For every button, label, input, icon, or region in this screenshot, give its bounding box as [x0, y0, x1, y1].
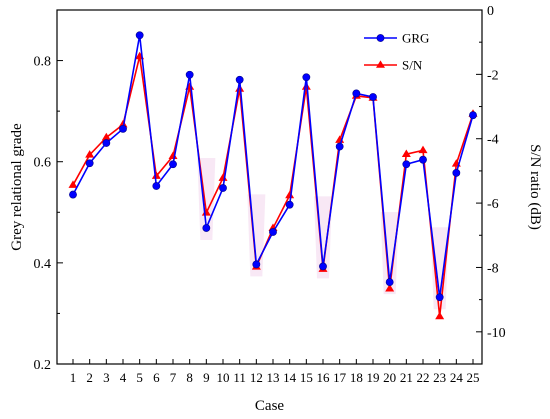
series-line-S/N [72, 56, 474, 317]
sn-point [68, 180, 78, 188]
x-tick-label: 19 [367, 370, 380, 385]
grg-point [352, 89, 361, 98]
legend-label: GRG [402, 31, 429, 46]
x-tick-label: 3 [103, 370, 110, 385]
y-left-tick-label: 0.4 [34, 257, 52, 272]
x-tick-label: 9 [203, 370, 210, 385]
grg-point [335, 142, 344, 151]
x-tick-label: 2 [86, 370, 93, 385]
grg-point [319, 262, 327, 271]
x-axis-label: Case [255, 398, 285, 414]
grg-point [385, 278, 394, 286]
sn-point [435, 311, 445, 320]
grg-point [252, 260, 261, 269]
sn-point [401, 149, 411, 158]
y-axis-left-label: Grey relational grade [9, 123, 25, 251]
grg-point [435, 293, 444, 302]
sn-point [151, 171, 161, 179]
grg-point [152, 182, 161, 190]
x-tick-label: 13 [267, 370, 280, 385]
x-tick-label: 16 [317, 370, 331, 385]
plot-frame [56, 9, 483, 365]
grg-point [102, 139, 111, 147]
x-tick-label: 12 [250, 370, 263, 385]
x-tick-label: 20 [383, 370, 396, 385]
x-tick-label: 15 [300, 370, 313, 385]
y-left-tick-label: 0.6 [34, 156, 52, 171]
y-left-tick-label: 0.2 [34, 358, 52, 373]
x-tick-label: 5 [136, 370, 143, 385]
legend: GRG S/N [364, 31, 429, 73]
x-tick-label: 22 [417, 370, 430, 385]
x-tick-label: 23 [433, 370, 446, 385]
sn-point [385, 284, 395, 292]
x-tick-label: 25 [467, 370, 480, 385]
grg-point [285, 200, 294, 209]
y-right-tick-label: -2 [487, 68, 499, 83]
sn-point [168, 151, 178, 159]
y-right-tick-label: -10 [487, 326, 506, 341]
series-line-GRG [72, 35, 474, 298]
x-tick-label: 8 [186, 370, 193, 385]
grg-point [69, 190, 77, 199]
minimum-highlight [430, 227, 449, 310]
series-layer [68, 31, 478, 320]
grg-point [235, 75, 244, 84]
x-tick-label: 4 [120, 370, 127, 385]
x-tick-label: 21 [400, 370, 413, 385]
x-tick-label: 17 [333, 370, 347, 385]
x-tick-label: 18 [350, 370, 363, 385]
sn-point [118, 119, 128, 128]
highlight-layer [197, 157, 449, 310]
grg-point [269, 228, 277, 236]
sn-point [285, 190, 295, 199]
grg-point [452, 168, 461, 177]
y-right-tick-label: -4 [487, 133, 499, 148]
y-right-tick-label: -6 [487, 197, 499, 212]
grg-point [302, 73, 311, 82]
x-tick-label: 10 [217, 370, 230, 385]
grg-point [85, 159, 94, 168]
grg-point [469, 111, 477, 120]
axes-layer: 1 2 3 4 5 6 7 8 9 10 11 12 13 14 15 16 17 18 19 20 21 22 23 24 2… [34, 4, 506, 385]
x-tick-label: 14 [283, 370, 297, 385]
x-tick-label: 7 [170, 370, 177, 385]
legend-marker [376, 60, 385, 68]
y-left-tick-label: 0.8 [34, 55, 52, 70]
grg-point [369, 93, 377, 101]
legend-label: S/N [402, 58, 423, 73]
sn-point [101, 132, 111, 141]
grg-point [219, 184, 227, 192]
sn-point [418, 145, 428, 154]
x-tick-label: 1 [70, 370, 77, 385]
grg-point [419, 155, 427, 164]
x-tick-label: 6 [153, 370, 160, 385]
grg-point [185, 70, 194, 79]
sn-point [218, 173, 228, 181]
grg-point [202, 224, 211, 232]
sn-point [85, 150, 95, 158]
grg-point [135, 31, 144, 40]
grg-point [169, 160, 177, 169]
x-tick-label: 11 [233, 370, 246, 385]
grg-point [119, 124, 127, 133]
y-right-tick-label: -8 [487, 261, 499, 276]
y-axis-right-label: S/N ratio (dB) [527, 144, 543, 230]
grg-point [402, 160, 411, 169]
y-right-tick-label: 0 [487, 4, 494, 19]
x-tick-label: 24 [450, 370, 464, 385]
legend-marker [376, 34, 385, 42]
